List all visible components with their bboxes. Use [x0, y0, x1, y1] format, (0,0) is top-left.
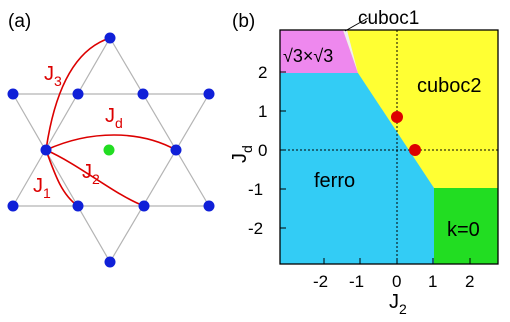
- site: [204, 201, 215, 212]
- coupling-label-j3: J3: [44, 63, 62, 89]
- region-label-cuboc1: cuboc1: [358, 8, 419, 29]
- site: [171, 145, 182, 156]
- site: [8, 201, 19, 212]
- y-tick-label: 0: [258, 141, 267, 160]
- site: [73, 201, 84, 212]
- coupling-label-j1: J1: [33, 175, 51, 201]
- coupling-label-j2: J2: [82, 161, 100, 187]
- y-axis-title: Jd: [229, 145, 255, 163]
- x-tick-label: 1: [428, 272, 437, 291]
- site: [8, 89, 19, 100]
- site: [41, 145, 52, 156]
- region-label-sqrt3: √3×√3: [283, 46, 333, 66]
- x-tick-label: 2: [465, 272, 474, 291]
- site: [73, 89, 84, 100]
- coupling-label-jd: Jd: [105, 105, 123, 131]
- phase-point: [391, 111, 403, 123]
- x-tick-label: -1: [349, 272, 364, 291]
- center-site: [104, 145, 115, 156]
- x-tick-label: -2: [313, 272, 328, 291]
- y-tick-label: -1: [248, 180, 263, 199]
- site: [204, 89, 215, 100]
- y-tick-label: 2: [258, 63, 267, 82]
- x-axis-title: J2: [389, 291, 407, 317]
- region-label-ferro: ferro: [314, 170, 355, 192]
- panel-a-label: (a): [8, 11, 31, 32]
- y-tick-label: 1: [258, 102, 267, 121]
- region-label-cuboc2: cuboc2: [417, 75, 482, 97]
- kagome-lattice: [8, 33, 215, 268]
- panel-b-label: (b): [232, 11, 255, 32]
- x-tick-label: 0: [392, 272, 401, 291]
- site: [139, 201, 150, 212]
- region-label-k0: k=0: [447, 219, 480, 241]
- site: [105, 257, 116, 268]
- phase-point: [409, 144, 421, 156]
- site: [138, 89, 149, 100]
- site: [105, 33, 116, 44]
- coupling-labels: J3 Jd J2 J1: [33, 63, 123, 201]
- y-tick-label: -2: [248, 219, 263, 238]
